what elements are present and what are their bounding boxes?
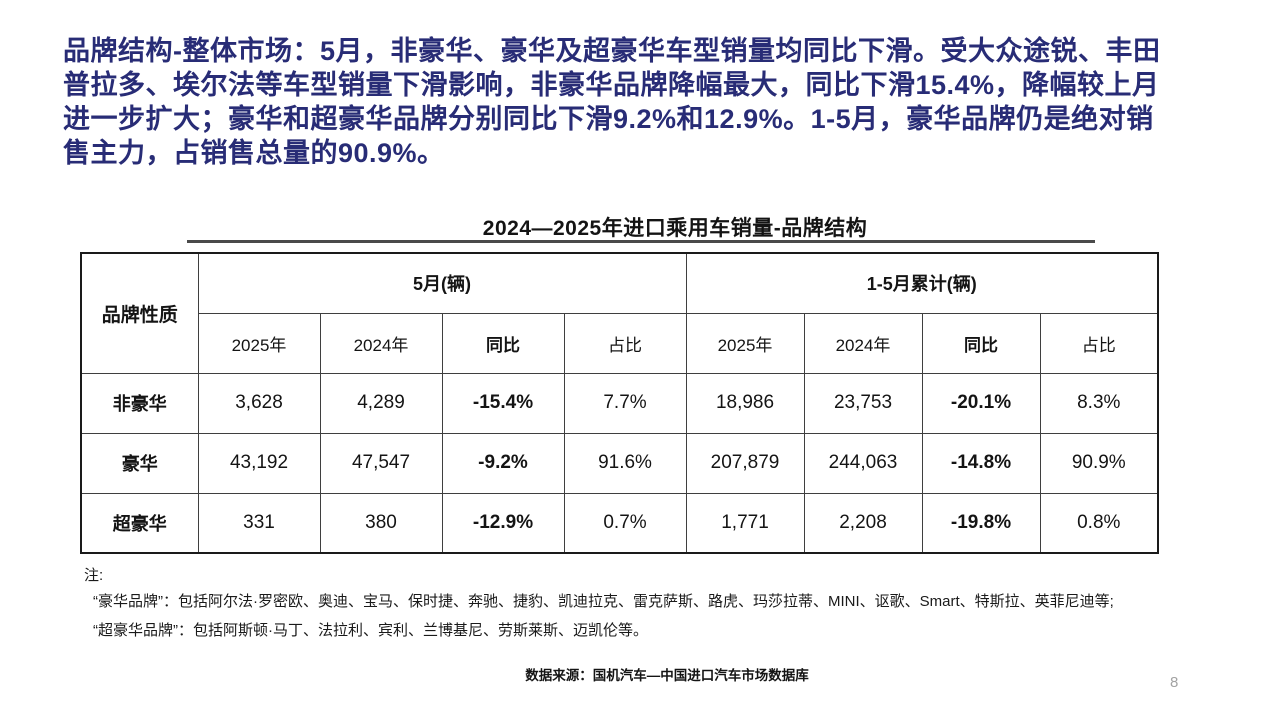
row-label: 豪华	[80, 432, 199, 494]
cell: 331	[197, 492, 321, 554]
group-header-cumulative: 1-5月累计(辆)	[685, 252, 1159, 314]
table-sub-header-row: 2025年 2024年 同比 占比 2025年 2024年 同比 占比	[81, 312, 1159, 374]
cell: 8.3%	[1039, 372, 1159, 434]
group-header-may: 5月(辆)	[197, 252, 687, 314]
cell: 18,986	[685, 372, 805, 434]
note-super-luxury-brands: “超豪华品牌”：包括阿斯顿·马丁、法拉利、宾利、兰博基尼、劳斯莱斯、迈凯伦等。	[93, 622, 648, 639]
cell: 7.7%	[563, 372, 687, 434]
sub-header-2025-cum: 2025年	[685, 312, 805, 374]
table-row-super-luxury: 超豪华 331 380 -12.9% 0.7% 1,771 2,208 -19.…	[80, 492, 1159, 554]
headline-line: 售主力，占销售总量的90.9%。	[63, 138, 445, 168]
cell: 90.9%	[1039, 432, 1159, 494]
cell: -20.1%	[921, 372, 1041, 434]
cell: 0.8%	[1039, 492, 1159, 554]
table-title-underline	[187, 240, 1095, 243]
cell: 23,753	[803, 372, 923, 434]
headline: 品牌结构-整体市场：5月，非豪华、豪华及超豪华车型销量均同比下滑。受大众途锐、丰…	[63, 34, 1223, 170]
cell: -15.4%	[441, 372, 565, 434]
sub-header-yoy-may: 同比	[441, 312, 565, 374]
cell: 380	[319, 492, 443, 554]
data-source: 数据来源：国机汽车—中国进口汽车市场数据库	[525, 668, 809, 683]
sub-header-2024-may: 2024年	[319, 312, 443, 374]
cell: 207,879	[685, 432, 805, 494]
table-group-header-row: 品牌性质 5月(辆) 1-5月累计(辆)	[80, 252, 1159, 374]
headline-line: 普拉多、埃尔法等车型销量下滑影响，非豪华品牌降幅最大，同比下滑15.4%，降幅较…	[63, 70, 1160, 100]
sub-header-share-cum: 占比	[1039, 312, 1159, 374]
cell: 4,289	[319, 372, 443, 434]
table-row-luxury: 豪华 43,192 47,547 -9.2% 91.6% 207,879 244…	[80, 432, 1159, 494]
cell: 244,063	[803, 432, 923, 494]
table-title: 2024—2025年进口乘用车销量-品牌结构	[482, 217, 868, 240]
cell: 43,192	[197, 432, 321, 494]
cell: -9.2%	[441, 432, 565, 494]
cell: 2,208	[803, 492, 923, 554]
note-luxury-brands: “豪华品牌”：包括阿尔法·罗密欧、奥迪、宝马、保时捷、奔驰、捷豹、凯迪拉克、雷克…	[93, 593, 1114, 610]
sub-header-share-may: 占比	[563, 312, 687, 374]
notes-label: 注:	[84, 567, 104, 584]
sub-header-2025-may: 2025年	[197, 312, 321, 374]
cell: 3,628	[197, 372, 321, 434]
row-label: 非豪华	[80, 372, 199, 434]
cell: -12.9%	[441, 492, 565, 554]
table-row-non-luxury: 非豪华 3,628 4,289 -15.4% 7.7% 18,986 23,75…	[80, 372, 1159, 434]
cell: 47,547	[319, 432, 443, 494]
cell: -14.8%	[921, 432, 1041, 494]
cell: -19.8%	[921, 492, 1041, 554]
cell: 1,771	[685, 492, 805, 554]
sub-header-yoy-cum: 同比	[921, 312, 1041, 374]
page-number: 8	[1170, 674, 1179, 691]
cell: 0.7%	[563, 492, 687, 554]
sales-table: 品牌性质 5月(辆) 1-5月累计(辆) 2025年 2024年 同比 占比 2…	[80, 252, 1159, 554]
row-label: 超豪华	[80, 492, 199, 554]
headline-line: 进一步扩大；豪华和超豪华品牌分别同比下滑9.2%和12.9%。1-5月，豪华品牌…	[63, 104, 1154, 134]
cell: 91.6%	[563, 432, 687, 494]
headline-line: 品牌结构-整体市场：5月，非豪华、豪华及超豪华车型销量均同比下滑。受大众途锐、丰…	[63, 36, 1161, 66]
corner-header: 品牌性质	[80, 252, 199, 374]
sub-header-2024-cum: 2024年	[803, 312, 923, 374]
